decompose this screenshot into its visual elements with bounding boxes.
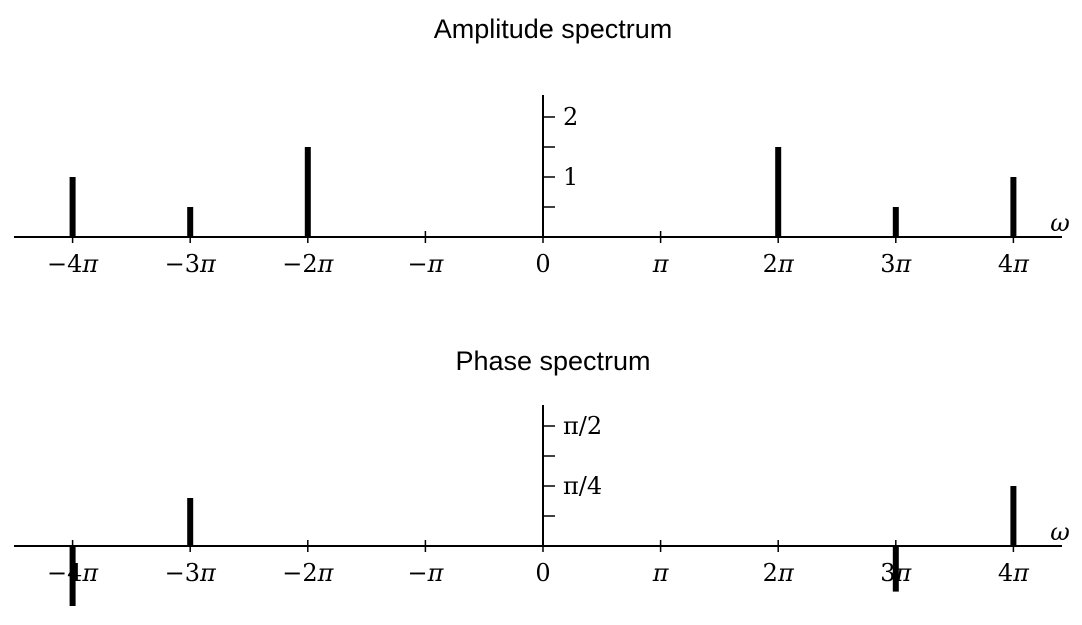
x-tick-label-pi: π <box>652 250 670 278</box>
x-tick-label-sign: − <box>165 250 185 278</box>
x-tick-label-pi: π <box>427 559 445 587</box>
x-tick-label-pi: π <box>199 250 217 278</box>
x-tick-label: −3π <box>165 250 217 278</box>
x-tick-label-sign: − <box>282 250 302 278</box>
y-tick-label: 2 <box>563 103 578 131</box>
x-tick-label-coef: 3 <box>185 559 200 587</box>
x-tick-label: −π <box>407 250 444 278</box>
x-tick-label-pi: π <box>895 250 913 278</box>
y-tick-label: π/2 <box>563 412 602 440</box>
x-tick-label-sign: − <box>47 250 67 278</box>
x-tick-label: 3π <box>880 250 912 278</box>
x-axis-label: ω <box>1050 209 1070 237</box>
x-tick-label-coef: 2 <box>302 559 317 587</box>
x-tick-label: 2π <box>763 250 795 278</box>
x-tick-label-pi: π <box>199 559 217 587</box>
x-tick-label-pi: π <box>427 250 445 278</box>
x-tick-label-coef: 0 <box>535 250 550 278</box>
x-tick-label-pi: π <box>1012 559 1030 587</box>
chart-title: Amplitude spectrum <box>434 14 673 44</box>
spectrum-bar <box>69 177 76 237</box>
x-tick-label-coef: 2 <box>302 250 317 278</box>
x-tick-label-pi: π <box>777 250 795 278</box>
x-tick-label-sign: − <box>407 250 427 278</box>
spectrum-bar <box>187 498 194 546</box>
x-tick-label: −3π <box>165 559 217 587</box>
x-tick-label-pi: π <box>1012 250 1030 278</box>
x-tick-label-sign: − <box>407 559 427 587</box>
x-tick-label-pi: π <box>81 559 99 587</box>
spectrum-bar <box>69 546 76 606</box>
x-tick-label-pi: π <box>777 559 795 587</box>
x-tick-label: −2π <box>282 559 334 587</box>
x-tick-label: π <box>652 250 670 278</box>
x-tick-label-pi: π <box>317 250 335 278</box>
x-tick-label: 3π <box>880 559 912 587</box>
x-tick-label-coef: 3 <box>880 250 895 278</box>
x-tick-label: −4π <box>47 250 99 278</box>
spectrum-bar <box>775 147 782 237</box>
x-tick-label-coef: 4 <box>67 250 82 278</box>
x-tick-label: 4π <box>998 559 1030 587</box>
x-tick-label: 2π <box>763 559 795 587</box>
x-tick-label: 4π <box>998 250 1030 278</box>
x-tick-label-pi: π <box>81 250 99 278</box>
spectrum-bar <box>892 546 899 592</box>
x-tick-label-coef: 0 <box>535 559 550 587</box>
x-tick-label-sign: − <box>165 559 185 587</box>
x-tick-label-sign: − <box>282 559 302 587</box>
x-tick-label-pi: π <box>895 559 913 587</box>
x-tick-label: π <box>652 559 670 587</box>
spectrum-bar <box>1010 486 1017 546</box>
x-tick-label-coef: 3 <box>185 250 200 278</box>
y-tick-label: π/4 <box>563 472 602 500</box>
x-tick-label-coef: 4 <box>998 250 1013 278</box>
x-tick-label: −2π <box>282 250 334 278</box>
x-tick-label-coef: 4 <box>998 559 1013 587</box>
x-tick-label-coef: 2 <box>763 559 778 587</box>
spectrum-bar <box>892 207 899 237</box>
x-axis-label: ω <box>1050 518 1070 546</box>
x-tick-label-sign: − <box>47 559 67 587</box>
spectrum-bar <box>187 207 194 237</box>
spectrum-bar <box>1010 177 1017 237</box>
y-tick-label: 1 <box>563 163 578 191</box>
x-tick-label-coef: 3 <box>880 559 895 587</box>
x-tick-label: 0 <box>535 250 550 278</box>
x-tick-label-pi: π <box>652 559 670 587</box>
spectrum-bar <box>304 147 311 237</box>
x-tick-label-pi: π <box>317 559 335 587</box>
x-tick-label: −π <box>407 559 444 587</box>
x-tick-label-coef: 2 <box>763 250 778 278</box>
x-tick-label: 0 <box>535 559 550 587</box>
chart-title: Phase spectrum <box>455 346 650 376</box>
